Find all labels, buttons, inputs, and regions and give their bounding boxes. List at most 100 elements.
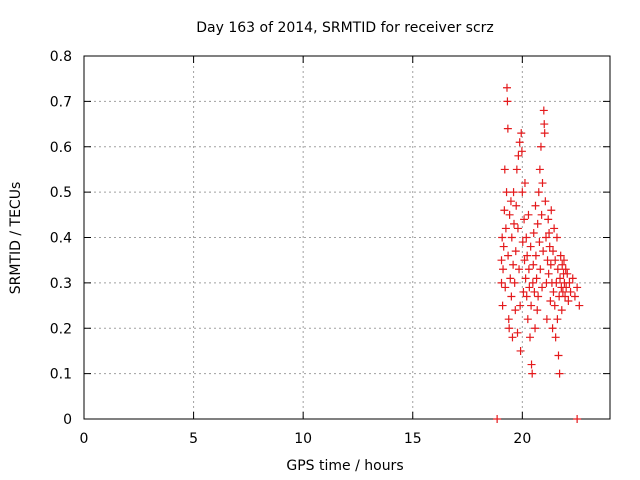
y-tick-label: 0.8 <box>50 49 72 65</box>
data-point <box>541 197 550 206</box>
chart-title: Day 163 of 2014, SRMTID for receiver scr… <box>196 20 494 36</box>
data-point <box>566 287 575 296</box>
data-point <box>543 256 552 265</box>
data-point <box>554 351 563 360</box>
data-point <box>538 179 547 188</box>
data-point <box>517 147 526 156</box>
data-points <box>493 83 584 423</box>
data-point <box>556 274 565 283</box>
data-point <box>564 297 573 306</box>
data-point <box>536 265 545 274</box>
data-point <box>504 251 513 260</box>
data-point <box>549 287 558 296</box>
data-point <box>534 188 543 197</box>
data-point <box>502 83 511 92</box>
data-point <box>517 129 526 138</box>
data-point <box>551 256 560 265</box>
y-tick-label: 0.6 <box>50 140 72 156</box>
data-point <box>530 287 539 296</box>
data-point <box>518 188 527 197</box>
data-point <box>519 287 528 296</box>
data-point <box>523 315 532 324</box>
data-point <box>557 306 566 315</box>
data-point <box>559 256 568 265</box>
data-point <box>516 301 525 310</box>
data-point <box>528 278 537 287</box>
data-point <box>526 242 535 251</box>
data-point <box>527 360 536 369</box>
data-point <box>503 97 512 106</box>
data-point <box>556 251 565 260</box>
data-point <box>568 274 577 283</box>
data-point <box>505 210 514 219</box>
data-point <box>546 260 555 269</box>
x-tick-label: 20 <box>513 431 531 447</box>
data-point <box>538 283 547 292</box>
data-point <box>507 233 516 242</box>
data-point <box>545 242 554 251</box>
data-point <box>516 346 525 355</box>
data-point <box>515 265 524 274</box>
data-point <box>520 215 529 224</box>
data-point <box>553 265 562 274</box>
data-point <box>535 238 544 247</box>
data-point <box>551 333 560 342</box>
data-point <box>524 265 533 274</box>
data-point <box>501 283 510 292</box>
data-point <box>500 165 509 174</box>
data-point <box>522 292 531 301</box>
data-point <box>550 224 559 233</box>
data-point <box>545 228 554 237</box>
axis-ticks: 0 0.1 0.2 0.3 0.4 0.5 0.6 0.7 0.8 0 5 10 15 20 <box>50 49 610 447</box>
data-point <box>570 292 579 301</box>
data-point <box>549 247 558 256</box>
x-tick-label: 0 <box>80 431 89 447</box>
y-tick-label: 0.5 <box>50 185 72 201</box>
data-point <box>499 265 508 274</box>
data-point <box>520 179 529 188</box>
data-point <box>501 224 510 233</box>
data-point <box>523 251 532 260</box>
data-point <box>497 278 506 287</box>
data-point <box>540 120 549 129</box>
data-point <box>561 265 570 274</box>
data-point <box>526 333 535 342</box>
data-point <box>513 328 522 337</box>
data-point <box>550 301 559 310</box>
data-point <box>525 283 534 292</box>
data-point <box>534 292 543 301</box>
data-point <box>529 260 538 269</box>
data-point <box>531 201 540 210</box>
x-tick-label: 5 <box>189 431 198 447</box>
data-point <box>528 369 537 378</box>
data-point <box>548 324 557 333</box>
data-point <box>565 278 574 287</box>
y-tick-label: 0.2 <box>50 321 72 337</box>
data-point <box>536 142 545 151</box>
data-point <box>506 197 515 206</box>
data-point <box>552 233 561 242</box>
data-point <box>555 369 564 378</box>
data-point <box>518 238 527 247</box>
data-point <box>573 283 582 292</box>
data-point <box>533 306 542 315</box>
data-point <box>524 210 533 219</box>
data-point <box>546 297 555 306</box>
y-tick-label: 0.7 <box>50 94 72 110</box>
data-point <box>561 292 570 301</box>
data-point <box>532 274 541 283</box>
data-point <box>512 165 521 174</box>
data-point <box>544 215 553 224</box>
data-point <box>511 306 520 315</box>
data-point <box>514 151 523 160</box>
y-tick-label: 0.1 <box>50 367 72 383</box>
data-point <box>510 219 519 228</box>
y-tick-label: 0 <box>63 412 72 428</box>
data-point <box>522 233 531 242</box>
data-point <box>533 219 542 228</box>
data-point <box>531 324 540 333</box>
data-point <box>498 233 507 242</box>
data-point <box>509 188 518 197</box>
data-point <box>507 292 516 301</box>
